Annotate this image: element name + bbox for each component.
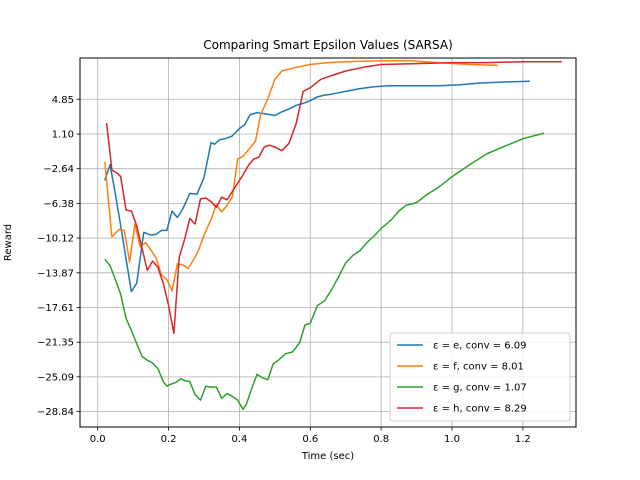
y-tick-label: 4.85 xyxy=(52,95,74,106)
legend-label: ε = e, conv = 6.09 xyxy=(433,341,527,352)
y-tick-label: 1.10 xyxy=(52,130,74,141)
y-tick-label: −17.61 xyxy=(37,303,74,314)
x-tick-label: 0.4 xyxy=(231,434,247,445)
y-tick-label: −6.38 xyxy=(43,199,74,210)
legend-label: ε = h, conv = 8.29 xyxy=(433,404,527,415)
series-line-2 xyxy=(104,60,499,292)
y-tick-label: −28.84 xyxy=(37,407,74,418)
y-tick-label: −25.09 xyxy=(37,372,74,383)
grid-layer xyxy=(80,58,576,427)
legend: ε = e, conv = 6.09 ε = f, conv = 8.01 ε = … xyxy=(389,332,571,422)
series-line-3 xyxy=(104,132,545,411)
y-tick-label: −13.87 xyxy=(37,268,74,279)
y-tick-label: −2.64 xyxy=(43,164,74,175)
legend-label: ε = g, conv = 1.07 xyxy=(433,383,527,394)
plot-frame xyxy=(79,57,577,428)
x-tick-label: 0.8 xyxy=(373,434,389,445)
x-tick-label: 1.0 xyxy=(444,434,460,445)
chart-title: Comparing Smart Epsilon Values (SARSA) xyxy=(203,38,453,52)
series-line-4 xyxy=(105,60,562,335)
x-tick-label: 0.0 xyxy=(90,434,106,445)
x-axis-label: Time (sec) xyxy=(301,451,354,462)
series-line-1 xyxy=(104,80,530,293)
x-tick-label: 1.2 xyxy=(515,434,531,445)
legend-label: ε = f, conv = 8.01 xyxy=(433,362,524,373)
x-tick-label: 0.6 xyxy=(302,434,318,445)
y-tick-label: −10.12 xyxy=(37,234,74,245)
series-layer xyxy=(104,60,562,411)
x-tick-label: 0.2 xyxy=(161,434,177,445)
y-axis-label: Reward xyxy=(3,224,14,261)
y-tick-label: −21.35 xyxy=(37,338,74,349)
tick-layer: 0.0 0.2 0.4 0.6 0.8 1.0 1.2 4.85 1.10 −2.64 −6.38 −… xyxy=(37,95,531,445)
legend-box xyxy=(389,332,571,422)
